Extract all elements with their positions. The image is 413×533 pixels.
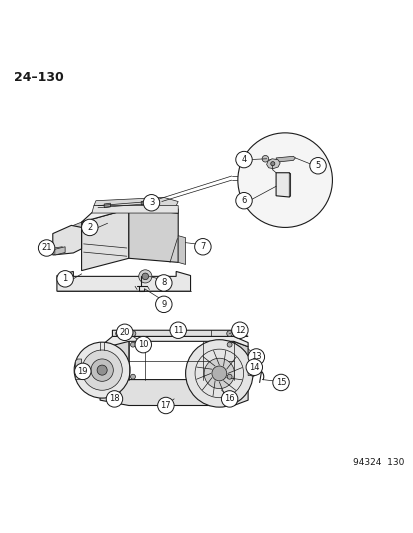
Polygon shape <box>81 209 178 222</box>
Circle shape <box>143 195 159 211</box>
Text: 13: 13 <box>250 352 261 361</box>
Polygon shape <box>275 173 290 197</box>
Polygon shape <box>57 271 190 291</box>
Circle shape <box>227 342 232 347</box>
Circle shape <box>204 358 234 389</box>
Polygon shape <box>100 336 128 386</box>
Circle shape <box>170 322 186 338</box>
Circle shape <box>245 359 262 375</box>
Circle shape <box>261 156 268 162</box>
Text: 15: 15 <box>275 378 285 387</box>
Polygon shape <box>100 336 247 349</box>
Polygon shape <box>75 359 81 379</box>
Polygon shape <box>141 201 149 205</box>
Text: 12: 12 <box>234 326 244 335</box>
Circle shape <box>235 192 252 209</box>
Polygon shape <box>53 225 81 255</box>
Text: 1: 1 <box>62 274 68 284</box>
Circle shape <box>247 349 264 365</box>
Circle shape <box>57 271 73 287</box>
Circle shape <box>106 391 122 407</box>
Circle shape <box>155 296 172 312</box>
Circle shape <box>235 151 252 168</box>
Circle shape <box>221 391 237 407</box>
Polygon shape <box>247 371 254 375</box>
Circle shape <box>231 322 247 338</box>
Circle shape <box>226 330 232 336</box>
Circle shape <box>157 397 174 414</box>
Circle shape <box>130 374 135 379</box>
Circle shape <box>185 340 252 407</box>
Text: 5: 5 <box>315 161 320 170</box>
Polygon shape <box>92 201 178 213</box>
Text: 6: 6 <box>241 196 246 205</box>
Circle shape <box>135 336 151 353</box>
Text: 19: 19 <box>77 367 88 376</box>
Polygon shape <box>55 247 65 255</box>
Text: 9: 9 <box>161 300 166 309</box>
Text: 8: 8 <box>161 278 166 287</box>
Circle shape <box>138 270 152 283</box>
Circle shape <box>74 342 130 398</box>
Circle shape <box>211 366 226 381</box>
Polygon shape <box>73 222 81 238</box>
Text: 3: 3 <box>148 198 154 207</box>
Circle shape <box>82 350 122 390</box>
Circle shape <box>227 374 232 379</box>
Circle shape <box>74 363 91 379</box>
Circle shape <box>116 324 133 341</box>
Polygon shape <box>266 159 280 168</box>
Text: 21: 21 <box>41 244 52 253</box>
Circle shape <box>270 161 274 166</box>
Text: 11: 11 <box>173 326 183 335</box>
Text: 94324  130: 94324 130 <box>352 458 404 467</box>
Text: 20: 20 <box>119 328 130 337</box>
Text: 2: 2 <box>87 223 92 232</box>
Polygon shape <box>81 209 128 271</box>
Circle shape <box>130 342 135 347</box>
Text: 7: 7 <box>200 243 205 251</box>
Circle shape <box>272 374 289 391</box>
Circle shape <box>155 274 172 291</box>
Polygon shape <box>275 156 295 162</box>
Text: 10: 10 <box>138 340 148 349</box>
Text: 18: 18 <box>109 394 119 403</box>
Polygon shape <box>104 203 110 208</box>
Circle shape <box>130 330 135 336</box>
Polygon shape <box>128 209 178 262</box>
Text: 16: 16 <box>224 394 234 403</box>
Circle shape <box>38 240 55 256</box>
Circle shape <box>194 239 211 255</box>
Circle shape <box>81 219 98 236</box>
Circle shape <box>97 365 107 375</box>
Polygon shape <box>178 236 185 264</box>
Polygon shape <box>289 173 290 197</box>
Polygon shape <box>112 330 247 336</box>
Text: 24–130: 24–130 <box>14 71 63 84</box>
Circle shape <box>91 359 113 381</box>
Circle shape <box>237 133 332 228</box>
Circle shape <box>249 370 255 376</box>
Polygon shape <box>94 197 178 206</box>
Text: 4: 4 <box>241 155 246 164</box>
Circle shape <box>309 158 325 174</box>
Polygon shape <box>233 341 247 386</box>
Circle shape <box>115 330 121 336</box>
Circle shape <box>142 273 148 280</box>
Text: 14: 14 <box>249 363 259 372</box>
Polygon shape <box>100 379 247 406</box>
Text: 17: 17 <box>160 401 171 410</box>
